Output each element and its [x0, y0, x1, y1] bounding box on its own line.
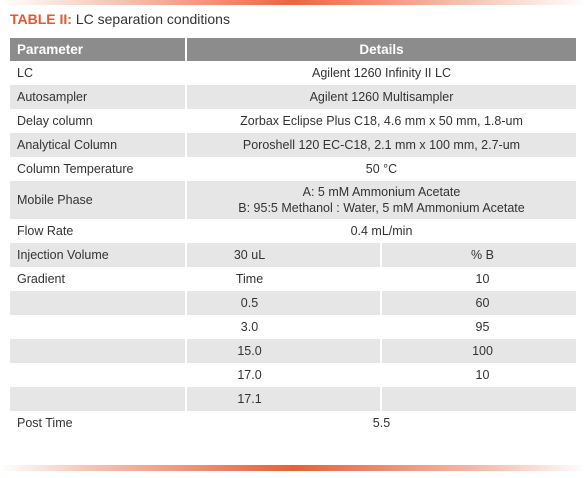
parameter-column-header: Parameter: [10, 38, 187, 61]
table-caption-label: TABLE II:: [10, 11, 72, 27]
gradient-row: 0.5 60: [10, 291, 576, 315]
table-caption-text: LC separation conditions: [75, 11, 230, 27]
details-cell: 5.5: [372, 416, 391, 430]
gradient-b-cell: 10: [475, 368, 490, 382]
top-decorative-rule: [0, 0, 586, 5]
gradient-row: 17.0 10: [10, 363, 576, 387]
param-cell: LC: [10, 61, 187, 85]
gradient-row: 17.1: [10, 387, 576, 411]
param-cell: Analytical Column: [10, 133, 187, 157]
gradient-time-cell: 15.0: [186, 339, 382, 363]
table-row-delay-column: Delay column Zorbax Eclipse Plus C18, 4.…: [10, 109, 576, 133]
param-cell: [10, 291, 187, 315]
gradient-b-cell: 60: [381, 291, 576, 315]
gradient-time-cell: 17.0: [186, 363, 382, 387]
table-header-row: Parameter Details: [10, 38, 576, 61]
table-row-lc: LC Agilent 1260 Infinity II LC: [10, 61, 576, 85]
gradient-time-cell: Time: [186, 267, 382, 291]
param-cell: [10, 339, 187, 363]
table-row-flow-rate: Flow Rate 0.4 mL/min: [10, 219, 576, 243]
details-cell: Agilent 1260 Infinity II LC: [312, 66, 451, 80]
bottom-decorative-rule: [0, 465, 586, 471]
param-cell: Flow Rate: [10, 219, 187, 243]
details-cell: 30 uL: [186, 243, 382, 267]
mobile-phase-b: B: 95:5 Methanol : Water, 5 mM Ammonium …: [238, 201, 525, 215]
param-cell: Autosampler: [10, 85, 187, 109]
gradient-b-cell: 95: [475, 320, 490, 334]
param-cell: [10, 363, 187, 387]
table-row-mobile-phase: Mobile Phase A: 5 mM Ammonium Acetate B:…: [10, 181, 576, 219]
mobile-phase-a: A: 5 mM Ammonium Acetate: [302, 185, 461, 199]
param-cell: Post Time: [10, 411, 187, 435]
gradient-b-cell: 10: [475, 272, 490, 286]
details-cell: Zorbax Eclipse Plus C18, 4.6 mm x 50 mm,…: [240, 114, 523, 128]
table-row-injection-volume: Injection Volume 30 uL % B: [10, 243, 576, 267]
details-column-header: Details: [186, 38, 576, 61]
table-row-post-time: Post Time 5.5: [10, 411, 576, 435]
table-row-gradient: Gradient Time 10: [10, 267, 576, 291]
details-cell: 50 °C: [365, 162, 398, 176]
gradient-row: 3.0 95: [10, 315, 576, 339]
param-cell: Delay column: [10, 109, 187, 133]
table-row-autosampler: Autosampler Agilent 1260 Multisampler: [10, 85, 576, 109]
table-caption: TABLE II: LC separation conditions: [10, 11, 230, 27]
gradient-time-cell: 17.1: [186, 387, 382, 411]
lc-conditions-table: Parameter Details LC Agilent 1260 Infini…: [10, 38, 576, 435]
table-row-analytical-column: Analytical Column Poroshell 120 EC-C18, …: [10, 133, 576, 157]
param-cell: Gradient: [10, 267, 187, 291]
param-cell: Column Temperature: [10, 157, 187, 181]
param-cell: [10, 315, 187, 339]
details-cell: A: 5 mM Ammonium Acetate B: 95:5 Methano…: [186, 181, 576, 219]
param-cell: Mobile Phase: [10, 181, 187, 219]
details-cell: Agilent 1260 Multisampler: [186, 85, 576, 109]
details-cell: % B: [381, 243, 576, 267]
details-cell: 0.4 mL/min: [350, 224, 413, 238]
gradient-b-cell: [381, 387, 576, 411]
param-cell: Injection Volume: [10, 243, 187, 267]
details-cell: Poroshell 120 EC-C18, 2.1 mm x 100 mm, 2…: [186, 133, 576, 157]
gradient-row: 15.0 100: [10, 339, 576, 363]
gradient-time-cell: 0.5: [186, 291, 382, 315]
gradient-time-cell: 3.0: [186, 315, 382, 339]
gradient-b-cell: 100: [381, 339, 576, 363]
param-cell: [10, 387, 187, 411]
table-row-column-temperature: Column Temperature 50 °C: [10, 157, 576, 181]
